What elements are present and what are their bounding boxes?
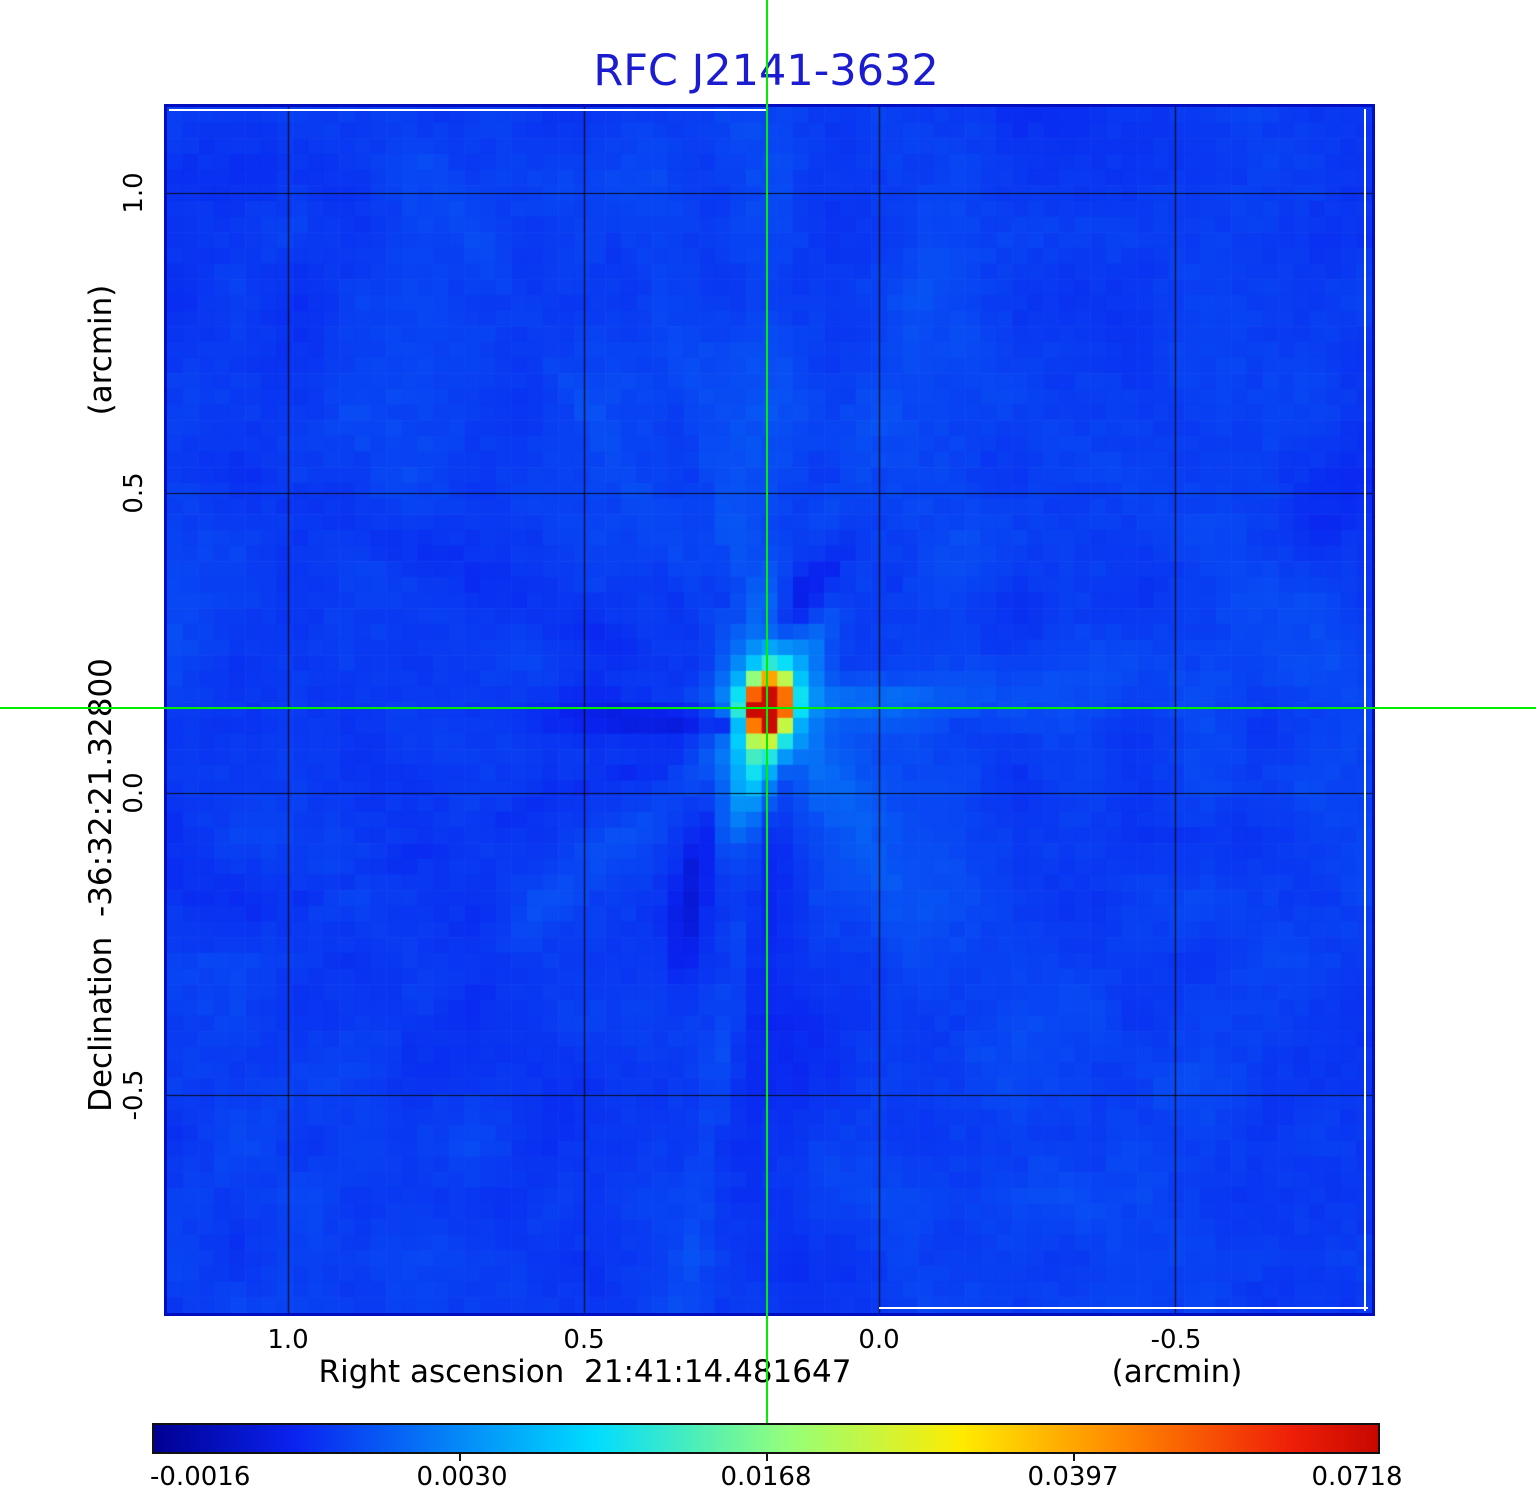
x-tick-label: 0.5 <box>563 1325 605 1355</box>
colorbar-gradient <box>152 1423 1380 1454</box>
colorbar-tick <box>459 1452 461 1461</box>
colorbar-label: 0.0718 <box>1311 1462 1403 1492</box>
x-tick-label: -0.5 <box>1150 1325 1202 1355</box>
colorbar-label: 0.0168 <box>720 1462 812 1492</box>
x-tick-label: 0.0 <box>858 1325 900 1355</box>
sky-map-canvas <box>167 107 1372 1313</box>
colorbar-label: 0.0030 <box>416 1462 508 1492</box>
y-axis-title: Declination -36:32:21.32800 <box>83 658 119 1112</box>
y-tick-label: 1.0 <box>119 172 149 214</box>
x-axis-unit: (arcmin) <box>1111 1354 1243 1390</box>
y-tick-label: -0.5 <box>119 1069 149 1121</box>
page-title: RFC J2141-3632 <box>593 46 939 96</box>
crosshair-horizontal-line <box>0 707 1536 709</box>
y-tick-label: 0.0 <box>119 772 149 814</box>
colorbar-label: -0.0016 <box>150 1462 251 1492</box>
x-axis-title: Right ascension 21:41:14.481647 <box>318 1354 852 1390</box>
y-axis-unit: (arcmin) <box>83 284 119 416</box>
x-tick-label: 1.0 <box>267 1325 309 1355</box>
crosshair-vertical-line <box>766 0 768 1423</box>
y-tick-label: 0.5 <box>119 472 149 514</box>
colorbar-tick <box>1073 1452 1075 1461</box>
colorbar-label: 0.0397 <box>1027 1462 1119 1492</box>
colorbar-tick <box>766 1452 768 1461</box>
